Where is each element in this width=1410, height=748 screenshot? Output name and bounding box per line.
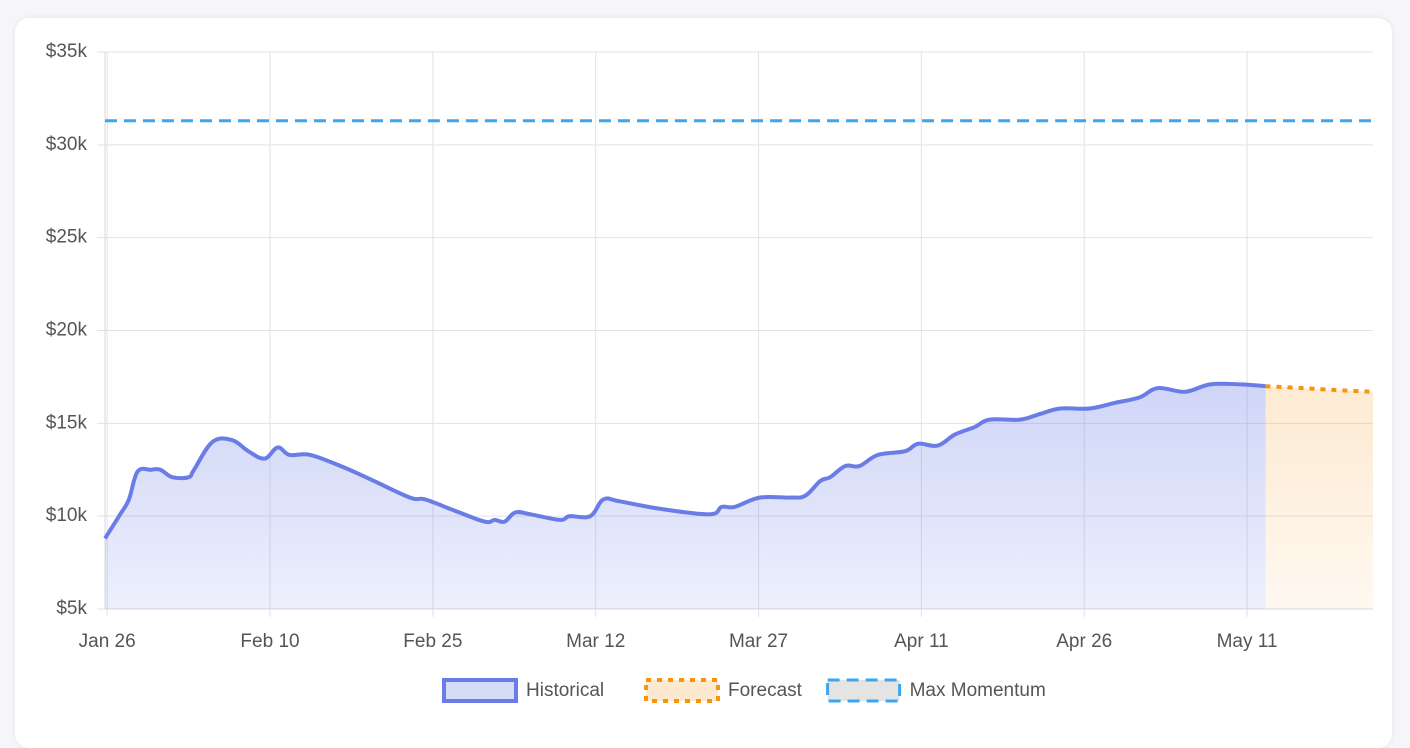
x-tick-label: May 11 <box>1217 631 1278 652</box>
x-tick-label: Mar 27 <box>729 631 788 652</box>
line <box>1265 384 1374 394</box>
legend-swatch <box>644 678 720 703</box>
y-tick-label: $15k <box>46 412 88 433</box>
chart-card <box>15 18 1392 748</box>
page: $5k $10k $15k $20k $25k $30k $35k Jan 26 Feb 10 F… <box>45 41 1374 703</box>
y-tick-label: $25k <box>46 227 88 248</box>
x-tick-label: Apr 26 <box>1056 631 1112 652</box>
y-tick-label: $20k <box>46 320 88 341</box>
y-tick-label: $30k <box>46 134 88 155</box>
legend-label: Historical <box>526 680 604 701</box>
x-tick-label: Mar 12 <box>566 631 625 652</box>
legend-label: Max Momentum <box>910 680 1046 701</box>
area <box>105 383 1266 609</box>
y-tick-label: $10k <box>46 505 88 526</box>
x-tick-label: Feb 10 <box>240 631 299 652</box>
area <box>1265 386 1373 609</box>
chart: $5k $10k $15k $20k $25k $30k $35k Jan 26 Feb 10 F… <box>46 41 1374 703</box>
x-tick-label: Jan 26 <box>79 631 136 652</box>
y-tick-label: $35k <box>46 41 88 62</box>
legend-label: Forecast <box>728 680 803 701</box>
legend-swatch <box>826 678 902 703</box>
legend-swatch <box>442 678 518 703</box>
line <box>103 381 1266 540</box>
y-tick-label: $5k <box>56 598 87 619</box>
x-tick-label: Feb 25 <box>403 631 462 652</box>
x-tick-label: Apr 11 <box>894 631 949 652</box>
